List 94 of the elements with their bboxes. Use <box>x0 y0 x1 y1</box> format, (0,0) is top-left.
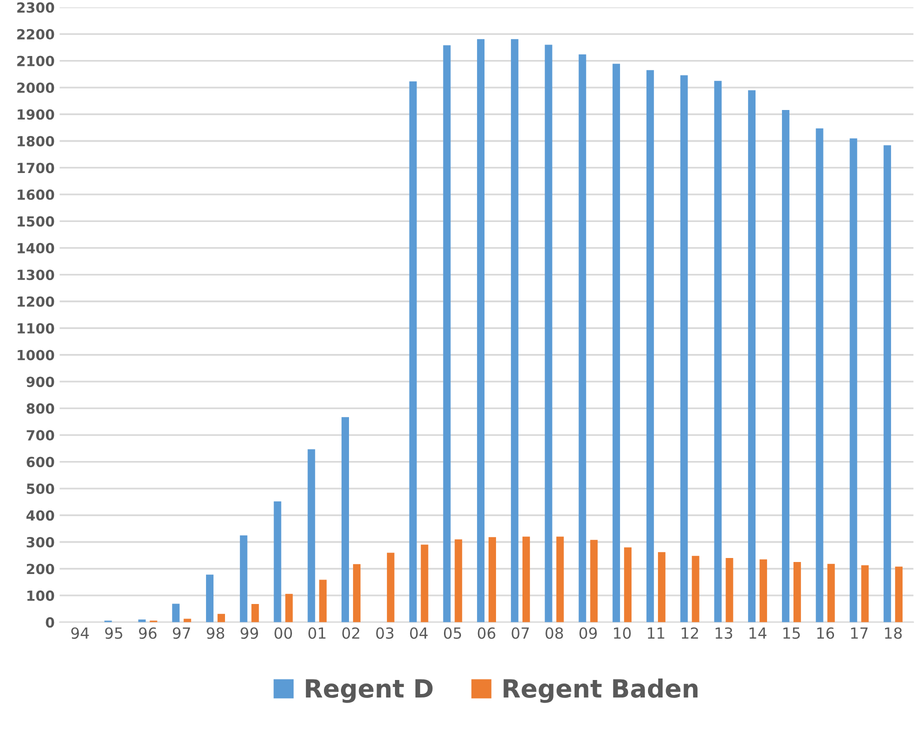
y-tick-label: 2300 <box>17 2 54 13</box>
bar <box>578 54 586 622</box>
x-tick-label: 09 <box>579 627 597 639</box>
y-tick-label: 1900 <box>18 109 54 120</box>
bar <box>793 562 801 622</box>
x-tick-label: 17 <box>851 628 868 639</box>
y-tick-label: 1700 <box>18 162 54 174</box>
y-tick-label: 500 <box>26 484 54 494</box>
bar <box>692 556 700 622</box>
bar <box>319 580 327 622</box>
y-tick-label: 600 <box>26 456 54 468</box>
bar <box>206 574 214 622</box>
y-tick-label: 800 <box>26 403 54 414</box>
bar <box>726 558 734 622</box>
x-tick-label: 96 <box>138 627 157 639</box>
bar <box>510 39 518 622</box>
y-tick-label: 300 <box>26 536 54 548</box>
x-tick-label: 06 <box>478 627 496 639</box>
bar <box>612 64 620 622</box>
bar <box>827 564 835 622</box>
bar <box>850 138 858 622</box>
x-tick-label: 11 <box>648 628 664 639</box>
bar <box>816 128 824 622</box>
bar <box>590 540 598 622</box>
bar <box>285 594 293 622</box>
y-tick-label: 0 <box>46 617 54 628</box>
bar <box>420 544 428 622</box>
bar <box>308 449 316 622</box>
bar <box>454 539 462 622</box>
x-tick-label: 05 <box>444 627 462 639</box>
x-tick-label: 98 <box>206 627 224 639</box>
bar <box>624 547 632 622</box>
x-tick-label: 03 <box>376 627 394 639</box>
x-tick-label: 18 <box>885 627 902 639</box>
bar <box>556 536 564 622</box>
x-tick-label: 15 <box>783 628 800 639</box>
bar <box>240 535 248 622</box>
bar <box>218 614 225 622</box>
bar <box>646 70 654 622</box>
y-tick-label: 1400 <box>18 242 54 254</box>
bar <box>172 604 180 622</box>
y-tick-label: 1600 <box>18 189 54 200</box>
y-tick-label: 1800 <box>18 136 54 146</box>
bar <box>748 90 756 622</box>
bar <box>184 618 192 622</box>
y-tick-label: 400 <box>26 510 54 521</box>
y-tick-label: 1100 <box>18 323 54 334</box>
bar <box>353 564 361 622</box>
x-tick-label: 94 <box>71 627 89 639</box>
y-tick-label: 1500 <box>18 216 54 227</box>
bar <box>760 559 768 622</box>
x-tick-label: 13 <box>716 627 732 639</box>
x-tick-label: 07 <box>512 627 529 639</box>
x-tick-label: 12 <box>682 627 698 639</box>
bar <box>895 566 903 622</box>
bar <box>522 536 530 622</box>
bar <box>488 537 496 622</box>
x-tick-label: 08 <box>546 627 563 639</box>
y-tick-label: 2100 <box>17 56 54 66</box>
bar <box>342 417 349 622</box>
bar <box>477 39 485 622</box>
y-tick-label: 100 <box>27 590 54 601</box>
x-tick-label: 99 <box>240 627 258 639</box>
bar <box>861 565 869 622</box>
bar <box>409 81 417 622</box>
bar <box>544 44 552 622</box>
bar <box>274 501 282 622</box>
x-tick-label: 01 <box>308 627 326 639</box>
x-tick-label: 02 <box>342 627 360 639</box>
bar <box>443 45 451 622</box>
y-tick-label: 2000 <box>17 82 54 93</box>
y-tick-label: 900 <box>26 376 54 388</box>
x-tick-label: 16 <box>817 627 834 639</box>
bar <box>680 75 688 622</box>
x-tick-label: 97 <box>172 627 190 639</box>
y-tick-label: 1000 <box>18 350 54 360</box>
x-tick-label: 00 <box>274 627 292 639</box>
y-tick-label: 200 <box>26 564 54 574</box>
bar <box>884 145 892 622</box>
y-tick-label: 1200 <box>18 296 54 307</box>
legend-label: Regent Baden <box>504 678 698 703</box>
bar <box>782 110 790 622</box>
y-tick-label: 1300 <box>18 270 54 280</box>
x-tick-label: 04 <box>410 627 428 639</box>
legend-label: Regent D <box>306 679 433 703</box>
x-tick-label: 95 <box>105 627 122 639</box>
bar <box>714 80 722 622</box>
y-tick-label: 2200 <box>17 29 54 40</box>
bar <box>658 552 666 622</box>
bar <box>251 604 259 622</box>
bar <box>386 552 394 622</box>
x-tick-label: 10 <box>614 627 631 639</box>
x-tick-label: 14 <box>750 628 766 639</box>
y-tick-label: 700 <box>26 430 54 441</box>
